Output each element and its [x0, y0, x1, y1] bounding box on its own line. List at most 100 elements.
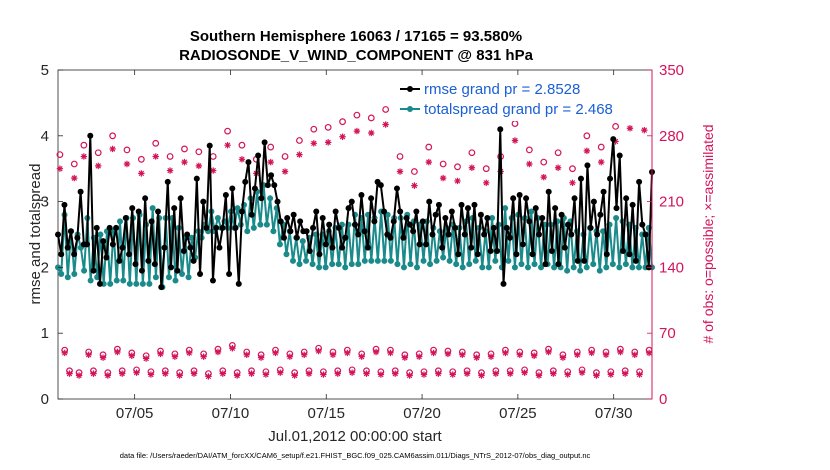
rmse-point — [494, 247, 501, 254]
obs-assimilated-point — [435, 370, 442, 377]
totalspread-point — [420, 257, 427, 264]
rmse-point — [161, 244, 168, 251]
rmse-point — [352, 221, 358, 228]
y-tick-label: 4 — [41, 128, 49, 145]
totalspread-point — [303, 257, 310, 264]
rmse-point — [151, 261, 158, 268]
x-axis: 07/05 07/10 07/15 07/20 07/25 07/30 — [116, 70, 632, 422]
obs-assimilated-point — [291, 372, 298, 379]
obs-assimilated-point — [348, 369, 356, 376]
obs-assimilated-point — [507, 370, 514, 377]
obs-possible-point — [439, 160, 447, 168]
obs-assimilated-point — [243, 351, 250, 359]
rmse-point — [558, 211, 565, 218]
obs-assimilated-point — [411, 182, 418, 189]
rmse-point — [193, 175, 200, 182]
totalspread-point — [564, 267, 571, 274]
rmse-point — [510, 195, 517, 202]
obs-assimilated-point — [85, 351, 92, 359]
rmse-point — [358, 192, 365, 199]
totalspread-point — [511, 264, 518, 271]
y-tick-label: 5 — [41, 62, 49, 79]
rmse-point — [500, 280, 507, 287]
obs-assimilated-point — [210, 167, 217, 174]
obs-assimilated-point — [176, 372, 183, 379]
obs-assimilated-point — [157, 350, 164, 358]
rmse-point — [519, 241, 526, 248]
totalspread-point — [485, 264, 492, 271]
rmse-point — [158, 284, 165, 291]
y-right-tick-label: 140 — [659, 259, 684, 276]
totalspread-point — [531, 261, 538, 268]
totalspread-point — [368, 257, 375, 264]
rmse-point — [174, 267, 181, 274]
rmse-point — [387, 234, 394, 241]
obs-assimilated-point — [593, 372, 600, 379]
rmse-point — [293, 234, 300, 241]
totalspread-point — [58, 270, 65, 277]
obs-assimilated-point — [617, 348, 624, 356]
totalspread-point — [257, 221, 264, 228]
rmse-point — [435, 201, 442, 208]
rmse-point — [458, 201, 465, 208]
obs-assimilated-point — [487, 353, 495, 360]
obs-assimilated-point — [320, 371, 327, 378]
obs-assimilated-point — [324, 139, 332, 146]
rmse-point — [523, 195, 530, 202]
obs-possible-point — [554, 149, 562, 157]
rmse-point — [452, 224, 459, 231]
rmse-point — [529, 251, 536, 258]
obs-assimilated-point — [372, 348, 380, 356]
rmse-point — [406, 221, 413, 228]
rmse-point — [113, 224, 120, 231]
obs-assimilated-point — [114, 348, 121, 356]
totalspread-point — [335, 261, 342, 268]
rmse-point — [84, 241, 91, 248]
rmse-point — [148, 218, 155, 225]
totalspread-point — [400, 264, 407, 271]
rmse-point — [471, 201, 478, 208]
totalspread-point — [427, 261, 434, 268]
rmse-point — [219, 224, 226, 231]
obs-possible-point — [382, 106, 390, 113]
totalspread-point — [355, 261, 362, 268]
obs-assimilated-point — [468, 164, 476, 171]
rmse-point — [439, 244, 446, 251]
totalspread-point — [489, 215, 496, 222]
rmse-point — [464, 205, 471, 212]
y-tick-label: 0 — [41, 391, 49, 408]
obs-assimilated-point — [559, 354, 567, 361]
totalspread-point — [179, 270, 186, 277]
obs-assimilated-point — [229, 345, 236, 352]
rmse-point — [355, 231, 362, 238]
totalspread-point — [113, 277, 120, 284]
obs-assimilated-point — [602, 351, 610, 359]
totalspread-point — [590, 261, 597, 268]
totalspread-point — [538, 264, 545, 271]
totalspread-point — [322, 264, 329, 271]
obs-assimilated-point — [598, 158, 605, 166]
obs-assimilated-point — [277, 369, 284, 376]
rmse-point — [74, 234, 81, 241]
legend-rmse-marker — [407, 86, 413, 92]
obs-assimilated-point — [521, 369, 528, 376]
obs-assimilated-point — [621, 370, 629, 377]
obs-assimilated-point — [99, 354, 107, 361]
totalspread-point — [616, 264, 623, 271]
obs-assimilated-point — [377, 371, 385, 378]
totalspread-point — [172, 277, 179, 284]
legend-spread-marker — [407, 106, 413, 112]
totalspread-point — [289, 257, 296, 264]
rmse-point — [584, 162, 591, 169]
rmse-point — [251, 185, 258, 192]
obs-possible-point — [109, 132, 117, 140]
x-tick-label: 07/15 — [307, 405, 345, 422]
obs-possible-point — [152, 139, 160, 147]
obs-possible-point — [267, 143, 275, 151]
rmse-point — [135, 208, 142, 215]
rmse-point — [222, 192, 229, 199]
obs-assimilated-point — [425, 158, 432, 166]
obs-assimilated-point — [200, 353, 207, 360]
totalspread-point — [146, 280, 153, 287]
rmse-point — [109, 241, 116, 248]
